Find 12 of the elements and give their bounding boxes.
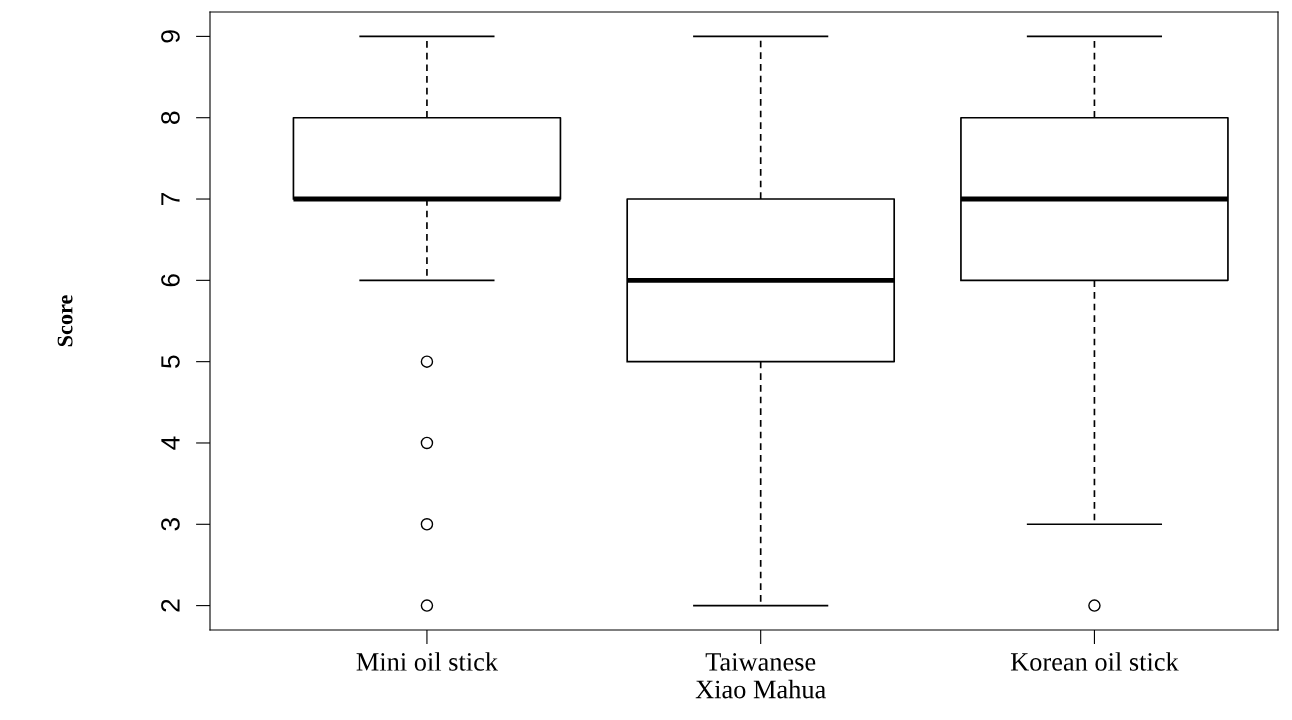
y-tick-label: 2: [161, 599, 180, 612]
y-tick-label: 3: [161, 518, 180, 531]
y-tick-label: 4: [161, 436, 180, 450]
x-tick-label: Korean oil stick: [1010, 652, 1179, 671]
y-tick-label: 9: [161, 30, 180, 43]
y-axis-title: Score: [57, 295, 73, 347]
x-tick-label: Taiwanese Xiao Mahua: [695, 653, 826, 699]
y-tick-label: 6: [161, 274, 180, 287]
y-tick-label: 5: [161, 355, 180, 368]
y-tick-label: 8: [161, 111, 180, 124]
y-tick-label: 7: [161, 193, 180, 206]
x-tick-label: Mini oil stick: [356, 652, 499, 671]
